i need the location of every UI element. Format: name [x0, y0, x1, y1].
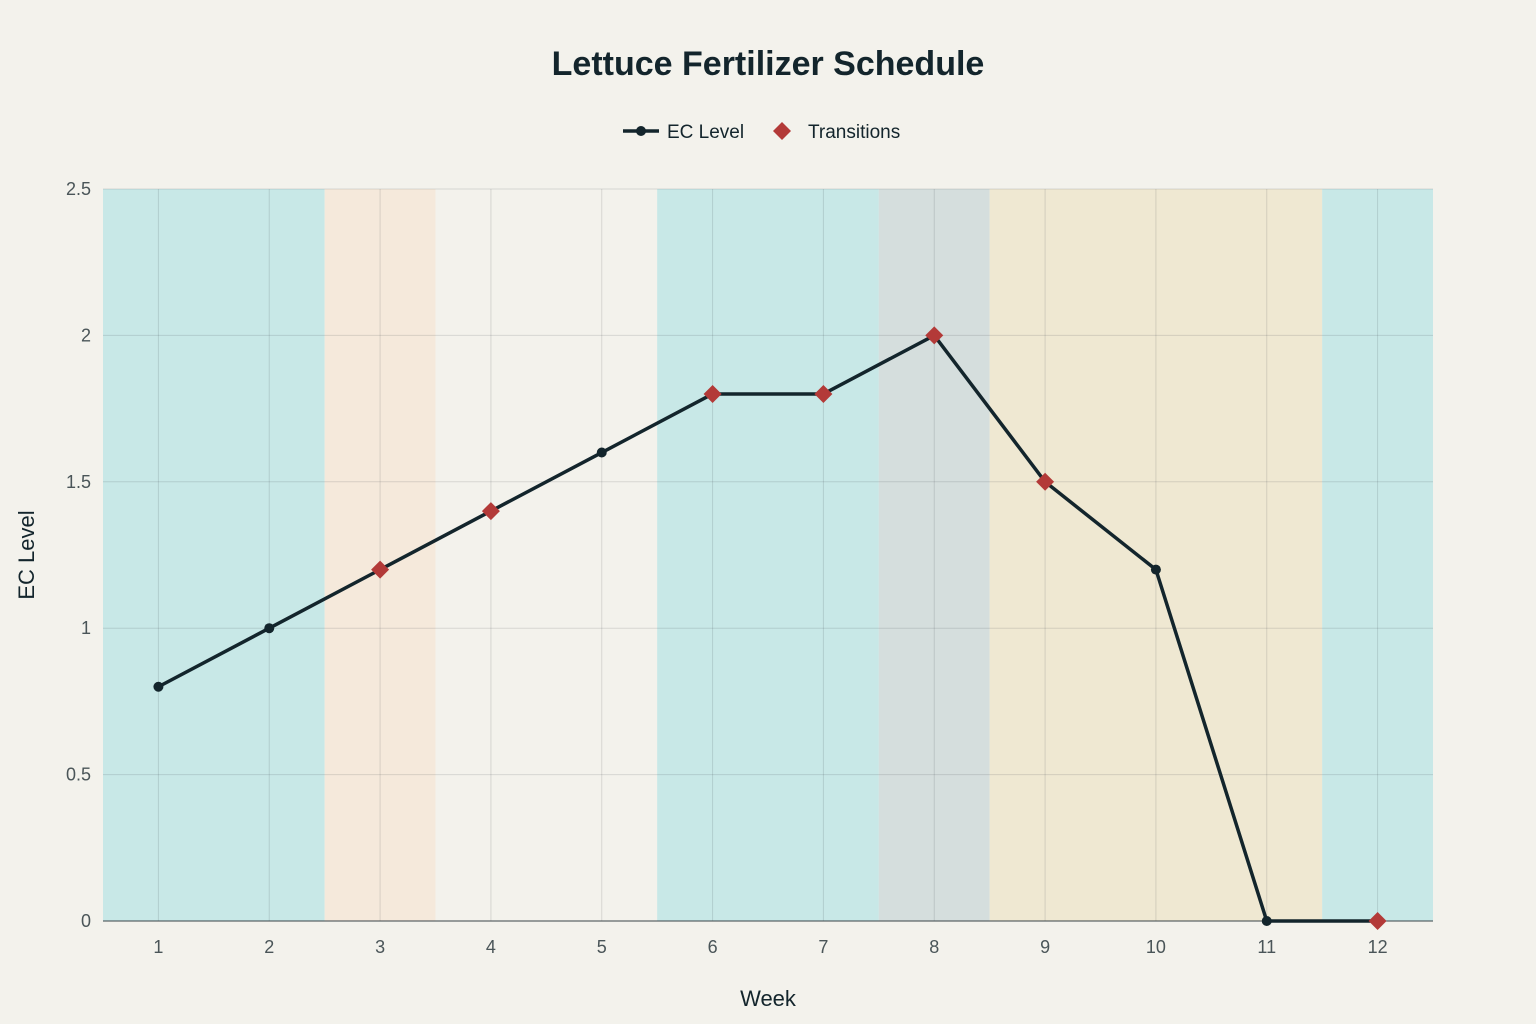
x-tick-label: 3	[375, 937, 385, 957]
x-axis-ticks: 1 2 3 4 5 6 7 8 9 10 11 12	[153, 937, 1387, 957]
legend-transitions-marker	[773, 122, 791, 140]
ec-level-point[interactable]	[1150, 564, 1161, 575]
transition-marker[interactable]	[1368, 912, 1387, 930]
y-tick-label: 0.5	[66, 765, 91, 785]
background-band-3	[435, 189, 658, 921]
y-tick-label: 0	[81, 911, 91, 931]
x-tick-label: 1	[153, 937, 163, 957]
ec-level-point[interactable]	[1261, 916, 1272, 926]
background-band-4	[657, 189, 879, 921]
transition-marker[interactable]	[814, 384, 833, 403]
transition-marker[interactable]	[703, 384, 722, 403]
x-tick-label: 2	[264, 937, 274, 957]
legend: EC Level Transitions	[623, 122, 900, 143]
ec-level-point[interactable]	[596, 447, 607, 458]
transition-marker[interactable]	[925, 326, 944, 345]
background-band-6	[989, 189, 1323, 921]
y-axis-title: EC Level	[14, 510, 39, 599]
y-tick-label: 1	[81, 618, 91, 638]
x-tick-label: 8	[929, 937, 939, 957]
transition-marker[interactable]	[1036, 472, 1055, 491]
x-tick-label: 7	[818, 937, 828, 957]
x-tick-label: 6	[708, 937, 718, 957]
ec-level-line	[156, 333, 1380, 923]
legend-item-ec-level[interactable]: EC Level	[623, 122, 744, 143]
legend-item-transitions[interactable]: Transitions	[773, 122, 900, 143]
y-axis-ticks: 0 0.5 1 1.5 2 2.5	[66, 179, 91, 931]
chart-title: Lettuce Fertilizer Schedule	[552, 45, 985, 83]
x-tick-label: 4	[486, 937, 496, 957]
background-band-5	[878, 189, 990, 921]
x-tick-label: 10	[1146, 937, 1166, 957]
transition-marker[interactable]	[481, 502, 500, 521]
legend-label-transitions: Transitions	[808, 122, 900, 143]
x-axis-title: Week	[740, 986, 797, 1011]
y-tick-label: 2	[81, 325, 91, 345]
background-band-7	[1322, 189, 1433, 921]
gridlines	[103, 188, 1433, 921]
background-band-1	[103, 189, 325, 921]
y-tick-label: 2.5	[66, 179, 91, 199]
series-layer	[153, 326, 1387, 930]
x-tick-label: 9	[1040, 937, 1050, 957]
background-band-2	[324, 189, 436, 921]
x-tick-label: 5	[597, 937, 607, 957]
x-tick-label: 11	[1257, 937, 1276, 957]
transition-marker[interactable]	[371, 560, 390, 579]
x-tick-label: 12	[1368, 937, 1388, 957]
background-bands	[103, 189, 1433, 921]
y-tick-label: 1.5	[66, 472, 91, 492]
legend-label-ec-level: EC Level	[667, 122, 744, 143]
ec-level-point[interactable]	[153, 681, 164, 692]
legend-ec-level-marker	[636, 126, 646, 136]
ec-level-point[interactable]	[264, 623, 275, 634]
